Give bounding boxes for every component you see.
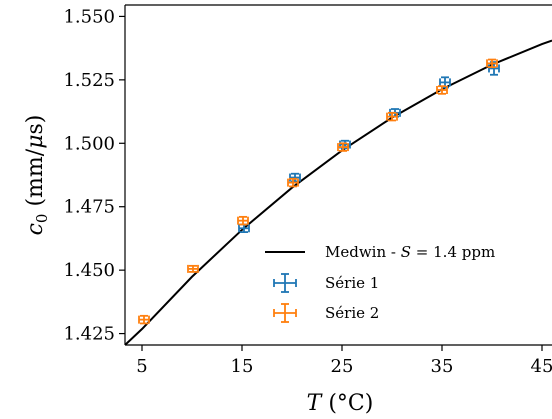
data-point-serie-2	[486, 58, 498, 69]
medwin-curve	[125, 39, 552, 345]
data-points-layer	[138, 58, 500, 325]
data-point-serie-2	[187, 264, 199, 273]
model-curve-layer	[125, 39, 552, 345]
x-tick-label: 45	[531, 356, 552, 377]
legend-label-serie-1: Série 1	[325, 274, 379, 292]
y-tick-label: 1.450	[63, 260, 115, 281]
y-tick-label: 1.475	[63, 197, 115, 218]
y-tick-label: 1.550	[63, 6, 115, 27]
legend-label-medwin: Medwin - S = 1.4 ppm	[325, 243, 495, 261]
y-tick-label: 1.500	[63, 133, 115, 154]
data-point-serie-2	[386, 111, 398, 122]
legend-item-medwin: Medwin - S = 1.4 ppm	[265, 243, 495, 261]
legend-errorbar-2	[273, 303, 297, 323]
data-point-serie-1	[439, 76, 451, 89]
data-point-serie-1	[289, 172, 301, 183]
data-point-serie-2	[337, 142, 349, 152]
legend-errorbar-swatch-2	[273, 303, 297, 323]
legend-item-serie-2: Série 2	[273, 303, 379, 323]
ticks: 5 15 25 35 45 1.425 1.450 1.475 1.500 1.525 1.550	[63, 6, 552, 377]
legend: Medwin - S = 1.4 ppm Série 1 Série 2	[265, 243, 495, 323]
y-tick-label: 1.525	[63, 70, 115, 91]
data-point-serie-2	[287, 177, 299, 188]
data-point-serie-2	[138, 314, 150, 325]
x-tick-label: 15	[231, 356, 254, 377]
y-axis-label: c0 (mm/μs)	[23, 115, 51, 236]
x-tick-label: 5	[136, 356, 147, 377]
legend-errorbar-swatch-1	[273, 273, 297, 293]
legend-label-serie-2: Série 2	[325, 304, 379, 322]
x-tick-label: 25	[331, 356, 354, 377]
x-axis-label: T (°C)	[307, 391, 374, 416]
legend-item-serie-1: Série 1	[273, 273, 379, 293]
x-tick-label: 35	[431, 356, 454, 377]
data-point-serie-2	[237, 215, 249, 226]
axes	[124, 4, 552, 346]
legend-errorbar-1	[273, 273, 297, 293]
y-tick-label: 1.425	[63, 324, 115, 345]
data-point-serie-2	[436, 85, 448, 95]
